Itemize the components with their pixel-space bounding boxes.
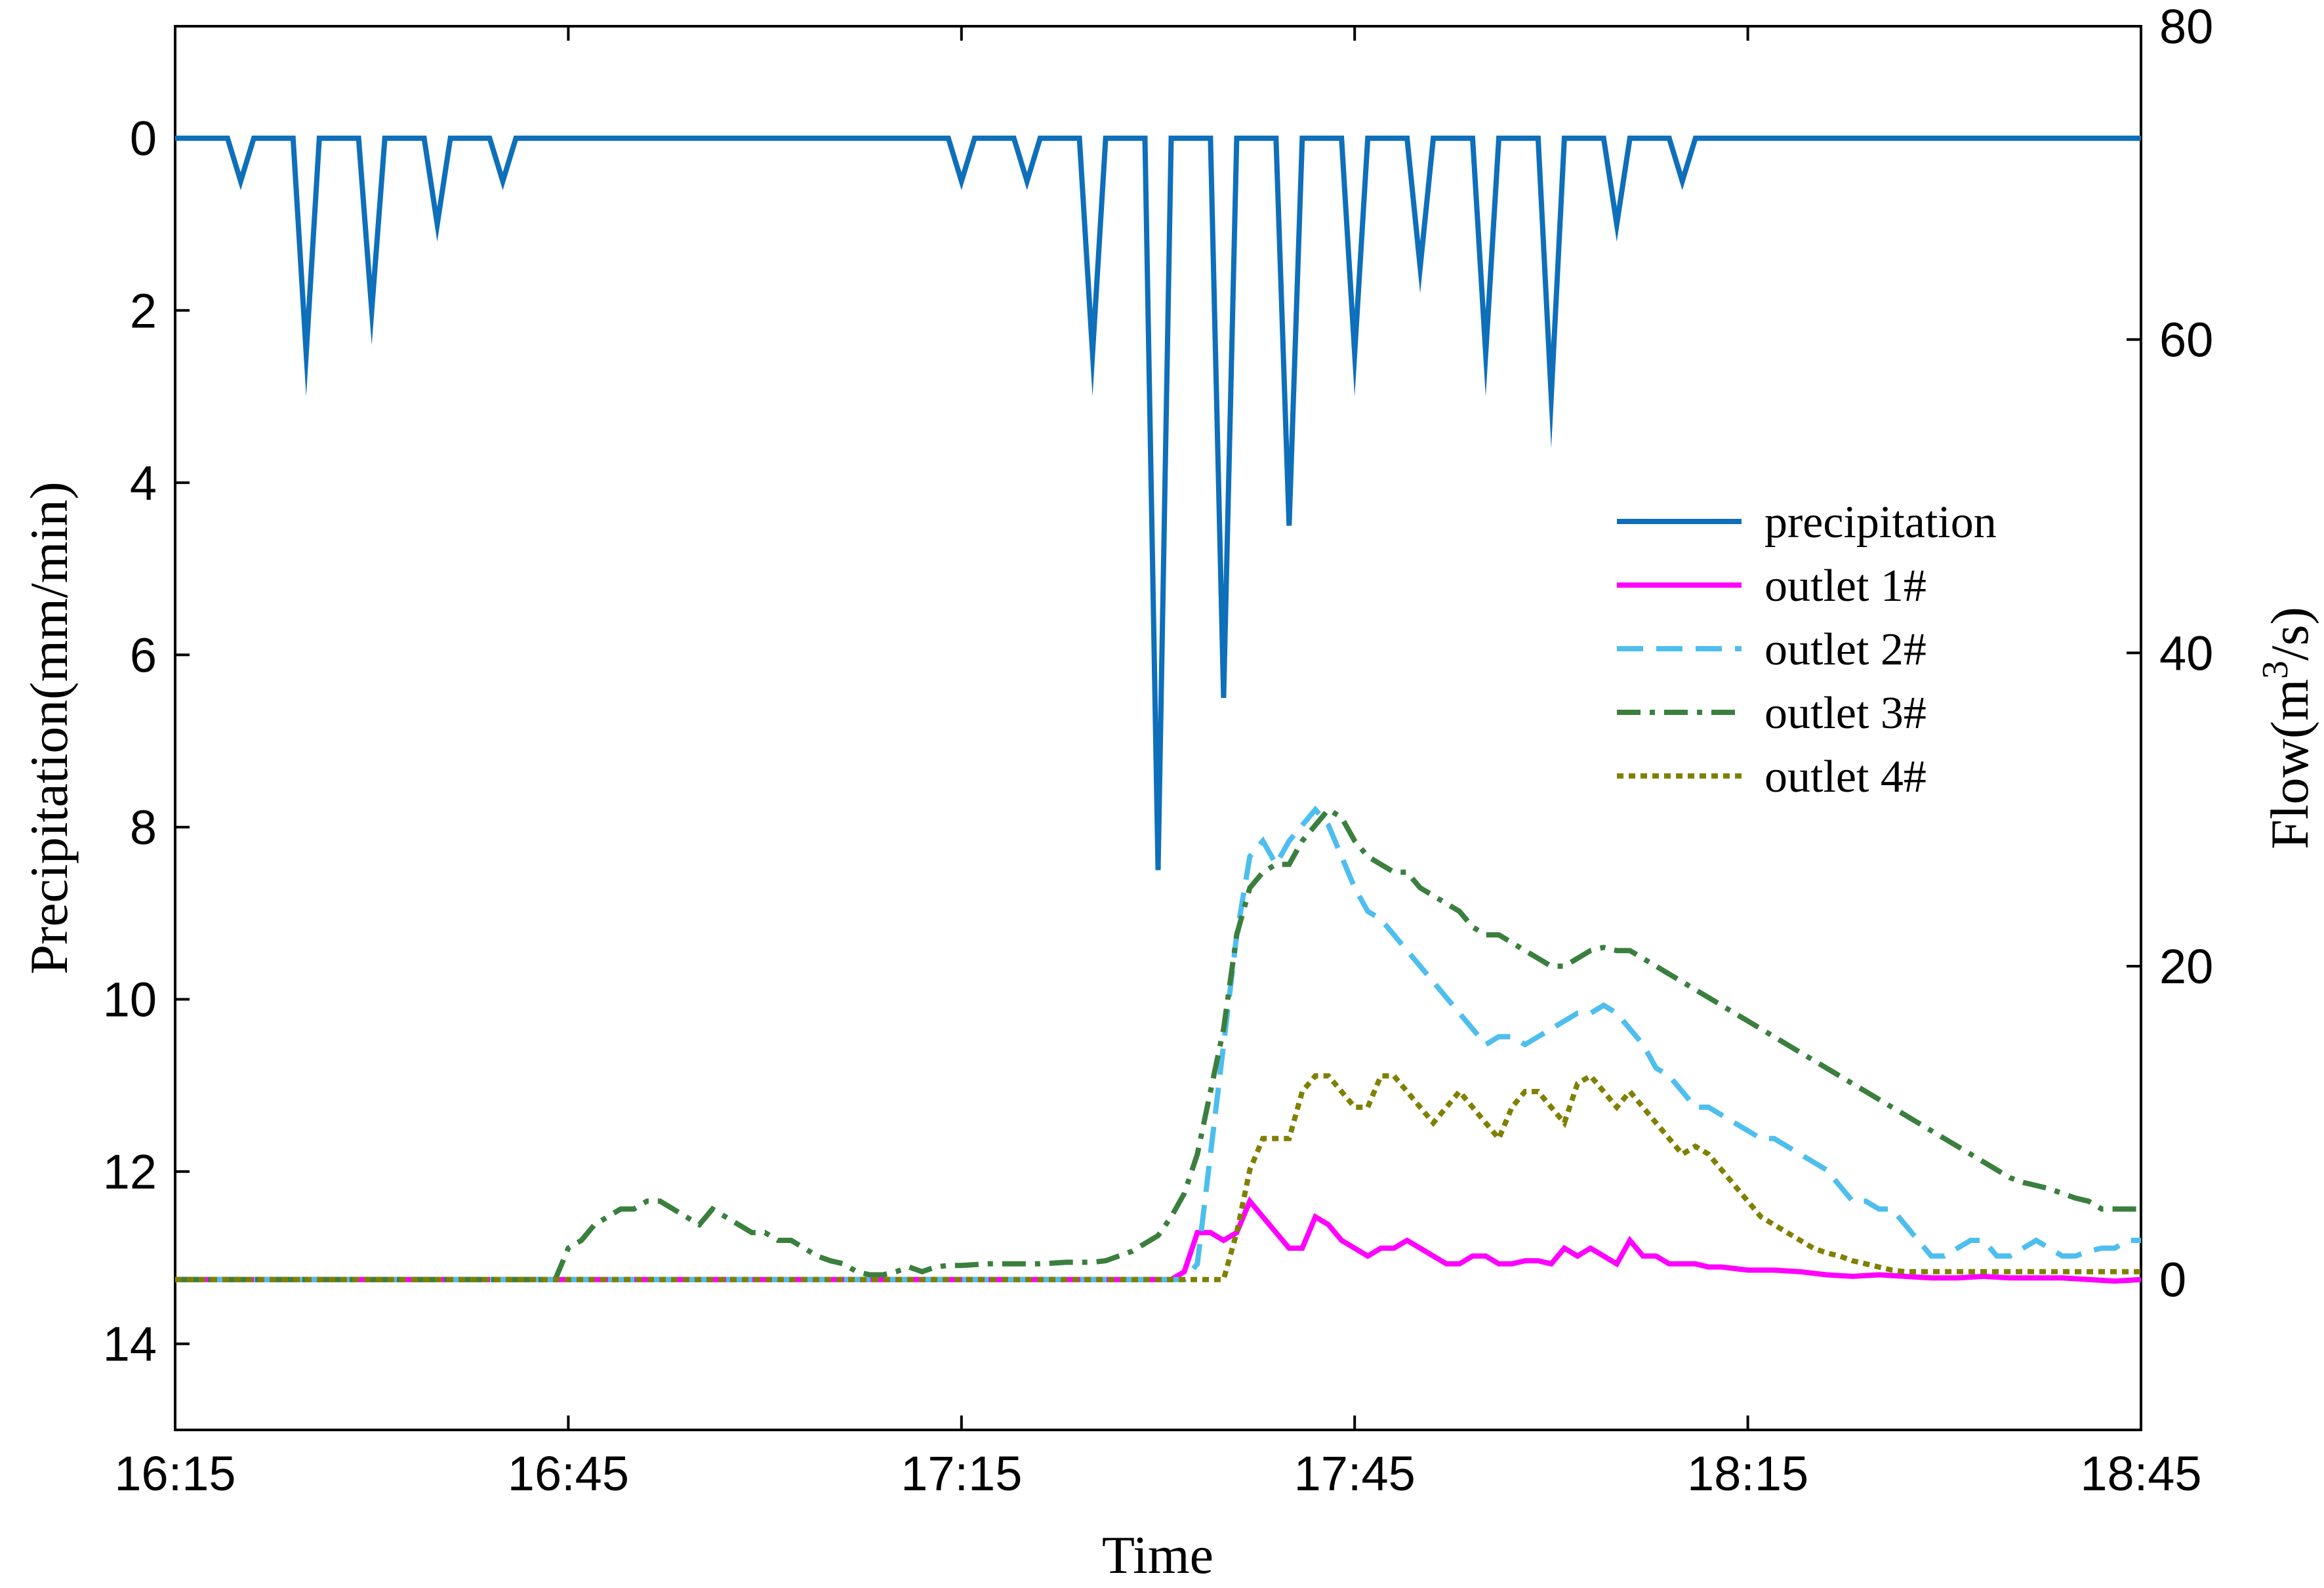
right-tick-label: 60 (2159, 313, 2213, 367)
legend-label: outlet 4# (1764, 752, 1926, 802)
left-tick-label: 8 (130, 800, 157, 855)
x-tick-label: 17:15 (901, 1446, 1022, 1501)
legend-label: outlet 3# (1764, 688, 1926, 739)
right-tick-label: 80 (2159, 0, 2213, 54)
x-tick-label: 16:45 (508, 1446, 629, 1501)
legend-label: precipitation (1764, 497, 1997, 548)
series-line-outlet-2 (175, 805, 2141, 1282)
tick-layer: 16:15 16:45 17:15 17:45 18:15 18:45 0 2 4 6 8 10 12 1… (103, 0, 2214, 1501)
legend-label: outlet 1# (1764, 561, 1926, 611)
left-tick-label: 12 (103, 1145, 157, 1199)
legend-label: outlet 2# (1764, 624, 1926, 675)
left-tick-label: 0 (130, 112, 157, 166)
right-axis-title-base: Flow(m (2260, 679, 2319, 849)
right-axis-title-tail: /s) (2260, 607, 2319, 661)
series-line-precipitation (175, 135, 2141, 870)
right-tick-label: 0 (2159, 1253, 2186, 1307)
left-tick-label: 10 (103, 973, 157, 1027)
right-tick-label: 20 (2159, 939, 2213, 994)
x-axis-title: Time (1102, 1525, 1213, 1585)
series-layer (175, 135, 2142, 1284)
x-tick-label: 18:45 (2080, 1446, 2201, 1501)
left-tick-label: 4 (130, 456, 157, 510)
legend: precipitation outlet 1# outlet 2# outlet 3#… (1617, 497, 1997, 802)
series-line-outlet-1 (175, 1196, 2142, 1284)
left-tick-label: 2 (130, 283, 157, 338)
series-line-outlet-4 (175, 1072, 2141, 1282)
series-line-outlet-3 (175, 806, 2141, 1282)
right-axis-title-sup: 3 (2255, 661, 2296, 679)
x-tick-label: 16:15 (114, 1446, 235, 1501)
right-axis-title: Flow(m3/s) (2255, 607, 2319, 849)
left-tick-label: 6 (130, 628, 157, 682)
x-tick-label: 18:15 (1687, 1446, 1808, 1501)
left-tick-label: 14 (103, 1317, 157, 1372)
right-tick-label: 40 (2159, 626, 2213, 680)
x-tick-label: 17:45 (1294, 1446, 1416, 1501)
left-axis-title: Precipitation(mm/min) (19, 481, 79, 975)
